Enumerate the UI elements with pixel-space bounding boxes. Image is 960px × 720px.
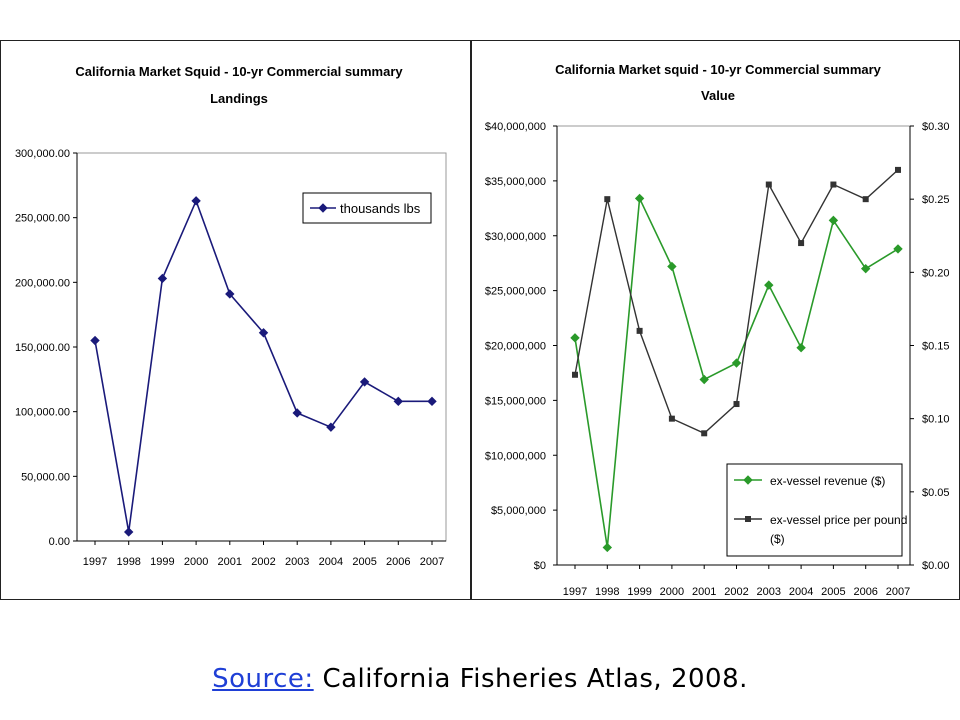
legend-label-price-line1: ex-vessel price per pound — [770, 513, 907, 527]
y-tick-label: 150,000.00 — [15, 342, 70, 354]
data-point-price — [572, 371, 578, 378]
landings-chart: California Market Squid - 10-yr Commerci… — [15, 64, 447, 568]
y-tick-label: 250,000.00 — [15, 213, 70, 225]
chart-subtitle: Value — [701, 88, 735, 103]
x-tick-label: 2004 — [789, 586, 813, 598]
x-tick-label: 2006 — [386, 556, 410, 568]
value-chart: California Market squid - 10-yr Commerci… — [485, 62, 950, 598]
x-tick-label: 2002 — [251, 556, 275, 568]
x-tick-label: 1999 — [150, 556, 174, 568]
source-link[interactable]: Source: — [212, 664, 314, 694]
y-tick-label: 0.00 — [49, 536, 70, 548]
y-tick-label-left: $15,000,000 — [485, 395, 546, 407]
data-point-revenue — [860, 263, 871, 274]
y-tick-label-right: $0.30 — [922, 121, 950, 133]
legend-label-price: ex-vessel price per pound ($) — [770, 513, 907, 546]
x-tick-label: 2002 — [724, 586, 748, 598]
data-point-revenue — [634, 193, 645, 204]
x-tick-label: 2003 — [285, 556, 309, 568]
data-point — [123, 527, 134, 537]
y-tick-label-left: $5,000,000 — [491, 505, 546, 517]
x-tick-label: 1998 — [116, 556, 140, 568]
data-point — [90, 335, 100, 346]
data-point — [326, 422, 336, 432]
data-point — [359, 377, 370, 387]
data-point-revenue — [570, 333, 580, 343]
data-point — [393, 396, 404, 407]
y-tick-label-left: $20,000,000 — [485, 341, 546, 353]
value-chart-panel: California Market squid - 10-yr Commerci… — [471, 40, 960, 600]
y-tick-label-right: $0.20 — [922, 267, 950, 279]
y-tick-label: 100,000.00 — [15, 407, 70, 419]
data-point-revenue — [699, 374, 709, 385]
x-tick-label: 1998 — [595, 586, 619, 598]
landings-chart-panel: California Market Squid - 10-yr Commerci… — [0, 40, 471, 600]
data-point-revenue — [828, 215, 839, 226]
legend-box — [302, 192, 432, 224]
y-tick-label: 200,000.00 — [15, 277, 70, 289]
x-tick-label: 1999 — [627, 586, 651, 598]
x-tick-label: 2006 — [853, 586, 877, 598]
y-tick-label: 50,000.00 — [21, 471, 70, 483]
y-tick-label-right: $0.05 — [922, 487, 950, 499]
x-tick-label: 2000 — [660, 586, 684, 598]
data-point-revenue — [764, 280, 774, 290]
data-point — [258, 328, 269, 338]
data-point-revenue — [893, 244, 903, 254]
data-point-revenue — [731, 358, 742, 368]
x-tick-label: 2007 — [420, 556, 444, 568]
data-point-price — [798, 240, 805, 247]
legend-label-price-line2: ($) — [770, 532, 785, 546]
x-tick-label: 1997 — [563, 586, 587, 598]
legend-label: thousands lbs — [340, 201, 421, 216]
x-tick-label: 2007 — [886, 586, 910, 598]
x-tick-label: 2003 — [757, 586, 781, 598]
x-tick-label: 2000 — [184, 556, 208, 568]
x-tick-label: 1997 — [83, 556, 107, 568]
y-tick-label-left: $25,000,000 — [485, 286, 546, 298]
y-tick-label-right: $0.15 — [922, 341, 950, 353]
data-point-price — [604, 196, 611, 203]
x-tick-label: 2001 — [218, 556, 242, 568]
x-tick-label: 2001 — [692, 586, 716, 598]
data-point-revenue — [667, 261, 677, 272]
data-point-price — [701, 430, 708, 437]
y-tick-label-left: $30,000,000 — [485, 231, 546, 243]
data-point — [157, 273, 168, 284]
data-point — [225, 289, 235, 299]
data-point-price — [830, 181, 837, 188]
data-point-price — [895, 166, 901, 173]
data-point — [292, 408, 302, 418]
y-tick-label: 300,000.00 — [15, 148, 70, 160]
y-tick-label-right: $0.25 — [922, 194, 950, 206]
data-point-price — [636, 327, 643, 334]
y-tick-label-left: $0 — [534, 560, 546, 572]
data-point-revenue — [796, 342, 806, 353]
y-tick-label-left: $35,000,000 — [485, 176, 546, 188]
y-tick-label-right: $0.10 — [922, 414, 950, 426]
source-text: California Fisheries Atlas, 2008. — [322, 664, 748, 694]
data-point-price — [668, 415, 675, 422]
data-point-price — [765, 181, 772, 188]
data-point-price — [733, 401, 740, 408]
chart-title: California Market Squid - 10-yr Commerci… — [75, 64, 403, 79]
x-tick-label: 2005 — [821, 586, 845, 598]
y-tick-label-left: $40,000,000 — [485, 121, 546, 133]
legend-marker-price — [745, 516, 751, 522]
data-point — [191, 196, 201, 206]
data-point-revenue — [602, 542, 613, 553]
data-point — [427, 396, 437, 407]
y-tick-label-right: $0.00 — [922, 560, 950, 572]
chart-subtitle: Landings — [210, 91, 268, 106]
legend-label-revenue: ex-vessel revenue ($) — [770, 474, 885, 488]
x-tick-label: 2005 — [352, 556, 376, 568]
x-tick-label: 2004 — [319, 556, 343, 568]
chart-title: California Market squid - 10-yr Commerci… — [555, 62, 882, 77]
legend-marker-revenue — [743, 475, 753, 485]
source-caption: Source: California Fisheries Atlas, 2008… — [0, 664, 960, 694]
data-point-price — [862, 196, 869, 203]
legend-marker — [318, 203, 328, 213]
y-tick-label-left: $10,000,000 — [485, 450, 546, 462]
